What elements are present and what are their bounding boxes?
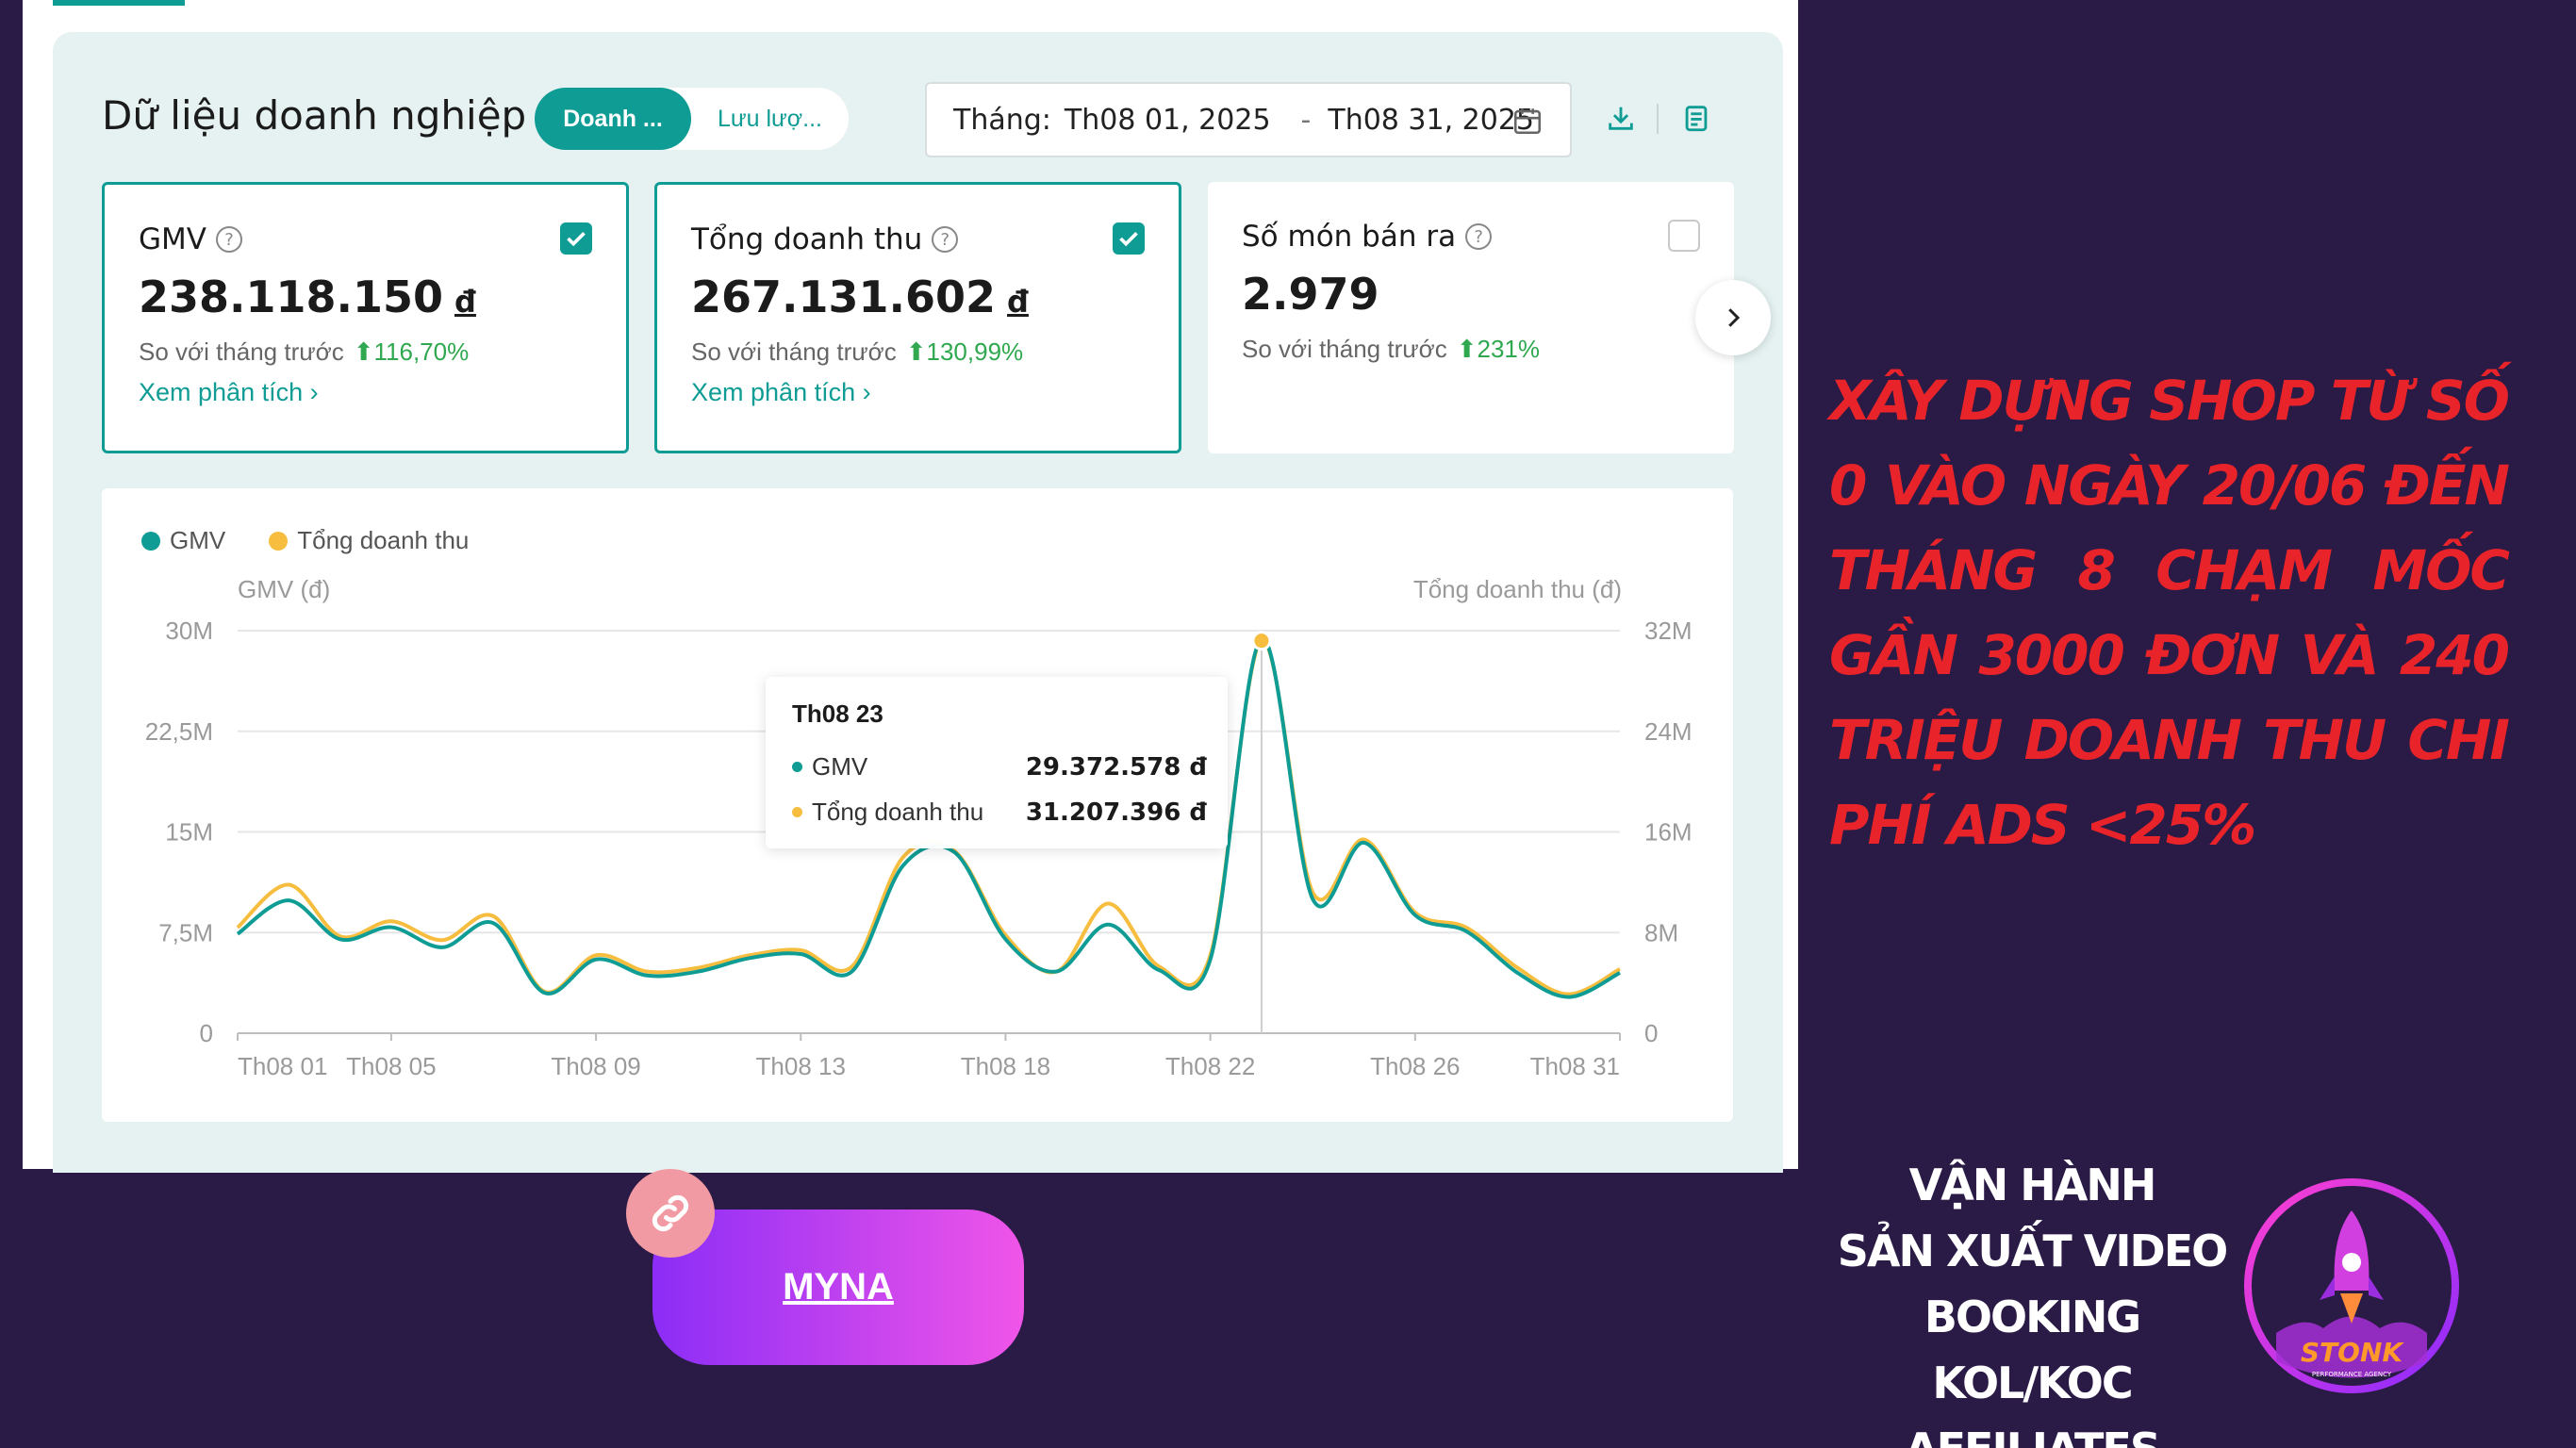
chart-legend: GMV Tổng doanh thu xyxy=(141,526,469,555)
tooltip-title: Th08 23 xyxy=(792,699,883,728)
legend-item-gmv[interactable]: GMV xyxy=(141,526,225,555)
service-item: VẬN HÀNH xyxy=(1908,1160,2157,1210)
card-comparison: So với tháng trước ⬆130,99% xyxy=(691,337,1024,366)
y-axis-left-title: GMV (đ) xyxy=(238,575,331,603)
card-label: Số món bán ra? xyxy=(1242,220,1493,254)
currency-symbol: đ xyxy=(454,284,476,320)
y-tick-left: 15M xyxy=(165,818,213,847)
myna-label: MYNA xyxy=(783,1266,894,1308)
date-start: Th08 01, 2025 xyxy=(1064,103,1271,137)
date-end: Th08 31, 2025 xyxy=(1328,103,1535,137)
logo-text: STONK xyxy=(2301,1337,2405,1368)
change-badge: ⬆116,70% xyxy=(353,337,470,366)
series-line-gmv xyxy=(236,636,1621,999)
link-icon xyxy=(626,1169,715,1258)
highlight-point xyxy=(1251,631,1272,651)
date-separator: - xyxy=(1300,103,1312,137)
card-label: GMV? xyxy=(139,222,242,256)
tooltip-row-total-revenue: Tổng doanh thu 31.207.396 đ xyxy=(792,798,1207,827)
x-tick-label: Th08 01 xyxy=(238,1052,327,1080)
y-axis-right-title: Tổng doanh thu (đ) xyxy=(1412,575,1622,603)
tooltip-row-gmv: GMV 29.372.578 đ xyxy=(792,752,1207,782)
clipboard-icon[interactable] xyxy=(1680,102,1712,134)
rocket-logo-icon: STONK PERFORMANCE AGENCY xyxy=(2244,1178,2459,1393)
card-label: Tổng doanh thu? xyxy=(691,222,959,256)
y-tick-right: 0 xyxy=(1644,1019,1658,1047)
tab-traffic[interactable]: Lưu lượ... xyxy=(717,105,822,132)
line-chart: 30M 32M 22,5M 24M 15M 16M 7,5M 8M 0 0 Th08 01 Th08 … xyxy=(145,617,1693,1080)
help-icon[interactable]: ? xyxy=(1465,223,1493,250)
metric-tab-group: Doanh ... Lưu lượ... xyxy=(535,88,849,150)
card-comparison: So với tháng trước ⬆231% xyxy=(1242,335,1540,363)
chart-tooltip: Th08 23 GMV 29.372.578 đ Tổng doanh thu 31… xyxy=(766,677,1228,848)
x-tick-label: Th08 09 xyxy=(551,1052,640,1080)
y-tick-left: 0 xyxy=(200,1019,213,1047)
x-tick-label: Th08 13 xyxy=(756,1052,846,1080)
calendar-icon xyxy=(1513,108,1542,135)
date-label: Tháng: xyxy=(953,103,1051,137)
page-title: Dữ liệu doanh nghiệp xyxy=(102,92,527,139)
y-tick-right: 24M xyxy=(1644,717,1693,746)
service-item: AFFILIATES xyxy=(1820,1416,2244,1448)
arrow-up-icon: ⬆ xyxy=(1456,335,1478,363)
card-value: 238.118.150 đ xyxy=(139,272,476,322)
metric-card-gmv[interactable]: GMV? 238.118.150 đ So với tháng trước ⬆116… xyxy=(102,182,629,453)
arrow-up-icon: ⬆ xyxy=(353,337,374,366)
check-icon xyxy=(1119,232,1138,247)
card-value: 2.979 xyxy=(1242,269,1379,320)
metric-card-items-sold[interactable]: Số món bán ra? 2.979 So với tháng trước ⬆… xyxy=(1208,182,1734,453)
help-icon[interactable]: ? xyxy=(932,226,959,253)
service-item: SẢN XUẤT VIDEO xyxy=(1837,1226,2228,1276)
x-tick-label: Th08 05 xyxy=(346,1052,436,1080)
chevron-right-icon xyxy=(1728,308,1741,327)
headline-text: XÂY DỰNG SHOP TỪ SỐ 0 VÀO NGÀY 20/06 ĐẾN… xyxy=(1829,369,2510,857)
stonk-logo: STONK PERFORMANCE AGENCY xyxy=(2238,1173,2465,1399)
service-item: BOOKING KOL/KOC xyxy=(1924,1292,2141,1408)
metric-card-total-revenue[interactable]: Tổng doanh thu? 267.131.602 đ So với thán… xyxy=(654,182,1181,453)
y-tick-right: 32M xyxy=(1644,617,1693,645)
toolbar-divider xyxy=(1657,104,1659,134)
x-tick-label: Th08 18 xyxy=(961,1052,1050,1080)
next-cards-button[interactable] xyxy=(1695,280,1771,355)
services-list: VẬN HÀNH SẢN XUẤT VIDEO BOOKING KOL/KOC … xyxy=(1820,1152,2244,1448)
x-tick-label: Th08 22 xyxy=(1165,1052,1255,1080)
change-badge: ⬆130,99% xyxy=(905,337,1024,366)
card-value: 267.131.602 đ xyxy=(691,272,1029,322)
view-analysis-link[interactable]: Xem phân tích › xyxy=(691,378,871,406)
card-checkbox[interactable] xyxy=(1668,220,1700,252)
y-tick-right: 8M xyxy=(1644,918,1678,946)
myna-button[interactable]: MYNA xyxy=(652,1209,1024,1365)
help-icon[interactable]: ? xyxy=(215,226,242,253)
view-analysis-link[interactable]: Xem phân tích › xyxy=(139,378,319,406)
arrow-up-icon: ⬆ xyxy=(905,337,927,366)
y-tick-right: 16M xyxy=(1644,818,1693,847)
logo-subtext: PERFORMANCE AGENCY xyxy=(2312,1371,2392,1378)
card-checkbox[interactable] xyxy=(1113,222,1145,255)
change-badge: ⬆231% xyxy=(1456,335,1540,363)
currency-symbol: đ xyxy=(1007,284,1029,320)
y-tick-left: 22,5M xyxy=(145,717,213,746)
x-tick-label: Th08 26 xyxy=(1370,1052,1460,1080)
legend-item-total-revenue[interactable]: Tổng doanh thu xyxy=(269,526,469,555)
chain-link-icon xyxy=(652,1194,689,1232)
download-icon[interactable] xyxy=(1605,102,1637,134)
y-tick-left: 30M xyxy=(165,617,213,645)
y-tick-left: 7,5M xyxy=(158,918,213,946)
card-checkbox[interactable] xyxy=(560,222,592,255)
card-comparison: So với tháng trước ⬆116,70% xyxy=(139,337,470,366)
tab-revenue[interactable]: Doanh ... xyxy=(535,88,691,150)
check-icon xyxy=(567,232,586,247)
date-range-picker[interactable]: Tháng: Th08 01, 2025 - Th08 31, 2025 xyxy=(925,82,1572,157)
x-tick-label: Th08 31 xyxy=(1530,1052,1620,1080)
active-tab-indicator xyxy=(53,0,185,6)
